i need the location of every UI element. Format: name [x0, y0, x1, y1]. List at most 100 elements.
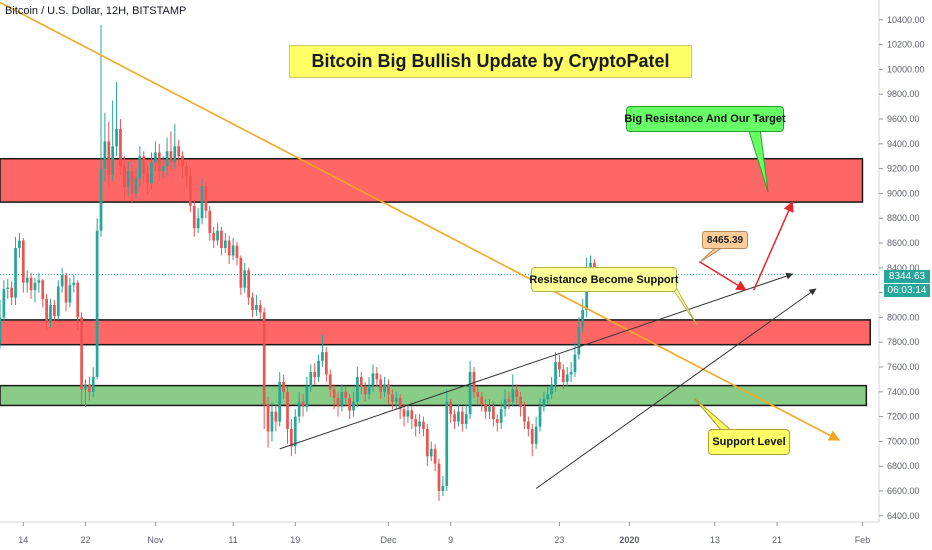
y-tick-label: 7200.00: [887, 412, 920, 422]
candle-body: [363, 386, 367, 395]
candle-body: [262, 312, 266, 405]
candle: [18, 233, 21, 258]
candle: [464, 404, 468, 430]
candle-body: [150, 162, 153, 184]
candle: [220, 226, 223, 256]
y-tick-label: 7600.00: [887, 362, 920, 372]
candle-body: [565, 374, 569, 382]
candle: [398, 394, 402, 420]
candle: [391, 389, 394, 410]
candle-body: [103, 141, 107, 169]
candle: [72, 275, 76, 293]
candle: [317, 354, 320, 382]
candle-body: [394, 398, 398, 402]
candle-body: [282, 381, 285, 392]
candle-body: [169, 151, 173, 163]
y-tick-label: 8600.00: [887, 238, 920, 248]
candle: [344, 386, 348, 407]
candle-body: [111, 146, 115, 175]
candle-body: [379, 379, 383, 392]
candle-body: [10, 287, 14, 298]
candle-body: [142, 156, 146, 174]
x-tick-label: 21: [772, 535, 782, 545]
candle-body: [270, 411, 274, 432]
candle: [422, 416, 425, 437]
candle: [379, 374, 383, 400]
candle-body: [468, 371, 472, 415]
candle: [161, 156, 165, 179]
candle: [223, 233, 227, 253]
candle: [356, 367, 359, 407]
candle-body: [422, 421, 425, 430]
y-tick-label: 8800.00: [887, 213, 920, 223]
y-tick-label: 10000.00: [887, 64, 925, 74]
channel-lower-line: [279, 272, 794, 450]
candle: [406, 404, 410, 423]
candle-body: [18, 240, 21, 248]
candle-body: [484, 404, 487, 412]
candle-body: [189, 176, 192, 206]
candle-body: [87, 384, 91, 392]
candle: [441, 476, 445, 496]
candle-body: [317, 360, 320, 377]
y-tick-label: 9200.00: [887, 164, 920, 174]
candle-body: [569, 371, 573, 375]
candle-body: [14, 247, 17, 298]
candle-body: [227, 240, 231, 256]
candle: [239, 255, 243, 296]
x-tick-label: 22: [80, 535, 90, 545]
candle: [99, 24, 103, 237]
candle-body: [402, 409, 406, 417]
candle-body: [146, 173, 149, 184]
candle-body: [286, 391, 289, 430]
candle: [476, 386, 480, 405]
candle: [402, 404, 406, 427]
candle: [258, 300, 262, 319]
candle-body: [328, 374, 332, 390]
candle: [425, 424, 429, 467]
candle: [367, 376, 371, 400]
candle: [87, 376, 91, 401]
candle-body: [383, 384, 386, 392]
candle: [488, 399, 491, 420]
candle: [185, 161, 188, 188]
candle: [542, 391, 546, 412]
candle-body: [445, 401, 449, 487]
candle: [581, 298, 585, 333]
candle-body: [503, 399, 507, 410]
candle-body: [49, 305, 52, 323]
candle: [192, 199, 196, 237]
candle-body: [204, 185, 208, 211]
candle: [538, 398, 542, 432]
candle: [313, 363, 317, 385]
candle: [235, 241, 239, 266]
candle-body: [41, 280, 45, 299]
candle: [262, 307, 266, 430]
pullback-arrow-line: [698, 260, 747, 291]
candle-body: [2, 288, 6, 318]
candle: [348, 394, 352, 420]
candle: [49, 298, 52, 328]
candle-body: [255, 305, 258, 310]
candle-body: [223, 240, 227, 248]
candle-body: [216, 230, 219, 241]
candle: [270, 401, 274, 442]
candle-body: [507, 399, 511, 402]
x-tick-label: Nov: [147, 535, 164, 545]
candle: [468, 360, 472, 420]
candle: [278, 371, 282, 427]
candle-body: [441, 486, 445, 492]
candle-body: [472, 371, 476, 392]
candle-body: [558, 362, 561, 370]
candle: [526, 416, 530, 437]
candle: [499, 401, 503, 430]
candle: [492, 401, 495, 427]
candle: [212, 226, 216, 248]
candle: [255, 295, 258, 317]
candle-body: [53, 305, 56, 317]
candle: [6, 278, 10, 299]
candle-body: [157, 152, 161, 172]
candle: [115, 81, 118, 157]
symbol-label[interactable]: Bitcoin / U.S. Dollar, 12H, BITSTAMP: [5, 5, 187, 17]
